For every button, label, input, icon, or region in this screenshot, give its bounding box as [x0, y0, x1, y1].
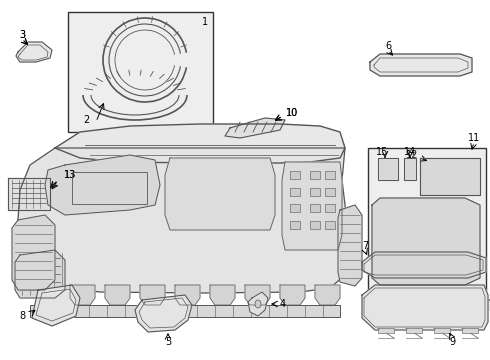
- Text: 12: 12: [406, 150, 418, 160]
- Bar: [325, 221, 335, 229]
- Polygon shape: [16, 42, 52, 62]
- Text: 10: 10: [286, 108, 298, 118]
- Bar: [310, 221, 320, 229]
- Bar: [434, 328, 450, 333]
- Polygon shape: [32, 285, 80, 326]
- Polygon shape: [248, 292, 268, 316]
- Bar: [368, 148, 486, 290]
- Text: 7: 7: [362, 241, 368, 251]
- Text: 13: 13: [64, 170, 76, 180]
- Text: 4: 4: [280, 299, 286, 309]
- Bar: [406, 328, 422, 333]
- Polygon shape: [15, 250, 65, 298]
- Bar: [290, 204, 300, 212]
- Polygon shape: [420, 158, 480, 195]
- Polygon shape: [282, 162, 342, 250]
- Polygon shape: [45, 155, 160, 215]
- Polygon shape: [165, 158, 275, 230]
- Bar: [30, 305, 340, 317]
- Polygon shape: [225, 118, 285, 138]
- Text: 8: 8: [19, 311, 25, 321]
- Polygon shape: [55, 124, 345, 163]
- Bar: [310, 171, 320, 179]
- Bar: [325, 188, 335, 196]
- Bar: [310, 204, 320, 212]
- Bar: [378, 328, 394, 333]
- Text: 3: 3: [19, 30, 25, 40]
- Polygon shape: [362, 285, 488, 330]
- Bar: [72, 172, 147, 204]
- Polygon shape: [372, 198, 480, 285]
- Polygon shape: [210, 285, 235, 305]
- Bar: [290, 171, 300, 179]
- Text: 3: 3: [19, 30, 25, 40]
- Polygon shape: [315, 285, 340, 305]
- Polygon shape: [175, 285, 200, 305]
- Polygon shape: [8, 178, 50, 210]
- Polygon shape: [280, 285, 305, 305]
- Text: 6: 6: [385, 41, 391, 51]
- Polygon shape: [370, 54, 472, 76]
- Polygon shape: [105, 285, 130, 305]
- Text: 14: 14: [404, 147, 416, 157]
- Text: 11: 11: [468, 133, 480, 143]
- Polygon shape: [12, 215, 55, 290]
- Ellipse shape: [255, 300, 261, 308]
- Text: 15: 15: [376, 147, 388, 157]
- Text: 13: 13: [64, 170, 76, 180]
- Text: 5: 5: [165, 337, 171, 347]
- Polygon shape: [362, 252, 486, 278]
- Text: 2: 2: [83, 115, 89, 125]
- Polygon shape: [140, 285, 165, 305]
- Polygon shape: [135, 295, 192, 332]
- Polygon shape: [404, 158, 416, 180]
- Polygon shape: [378, 158, 398, 180]
- Bar: [325, 204, 335, 212]
- Text: 1: 1: [202, 17, 208, 27]
- Bar: [290, 221, 300, 229]
- Polygon shape: [70, 285, 95, 305]
- Bar: [325, 171, 335, 179]
- Polygon shape: [245, 285, 270, 305]
- Polygon shape: [338, 205, 362, 286]
- Bar: [310, 188, 320, 196]
- Bar: [290, 188, 300, 196]
- Bar: [68, 12, 213, 132]
- Polygon shape: [18, 148, 350, 293]
- Text: 9: 9: [449, 337, 455, 347]
- Bar: [462, 328, 478, 333]
- Text: 10: 10: [286, 108, 298, 118]
